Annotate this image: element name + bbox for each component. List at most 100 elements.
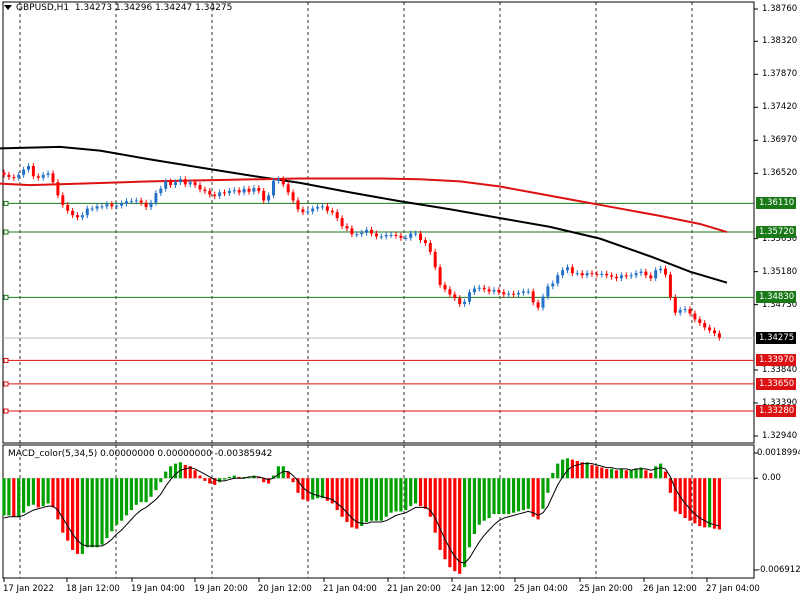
macd-histogram-bar [350, 478, 354, 528]
candle-body [242, 188, 246, 193]
candle-body [296, 200, 300, 210]
candle-body [325, 206, 329, 211]
time-axis-label: 21 Jan 20:00 [387, 584, 441, 594]
candle-body [355, 234, 359, 236]
fast-moving-average-line [0, 177, 728, 233]
macd-histogram-bar [590, 464, 594, 479]
candle-body [27, 166, 30, 170]
main-chart-frame [2, 1, 755, 444]
macd-histogram-bar [659, 463, 663, 479]
candle-body [649, 275, 653, 279]
macd-histogram-bar [673, 478, 677, 512]
macd-histogram-bar [418, 478, 423, 507]
candle-body [95, 206, 99, 209]
macd-histogram-bar [316, 478, 320, 499]
candle-body [443, 284, 447, 290]
macd-histogram-bar [614, 470, 619, 479]
candle-body [174, 182, 177, 186]
candle-body [556, 275, 560, 284]
candle-body [281, 179, 285, 185]
candle-body [17, 174, 21, 178]
time-axis-label: 27 Jan 04:00 [706, 584, 760, 594]
macd-histogram-bar [521, 478, 525, 511]
candle-body [590, 273, 594, 275]
macd-histogram-bar [663, 471, 668, 479]
macd-axis-label: 0.00 [762, 473, 781, 484]
macd-histogram-bar [149, 478, 153, 497]
candle-body [531, 291, 535, 303]
price-axis-label: 1.37870 [762, 69, 798, 80]
macd-axis-label: 0.0018994 [757, 448, 800, 458]
macd-histogram-bar [80, 478, 84, 554]
candle-body [615, 276, 618, 279]
time-axis-label: 19 Jan 20:00 [194, 584, 248, 594]
candle-body [384, 234, 388, 237]
macd-histogram-bar [222, 478, 227, 480]
price-axis-label: 1.33840 [762, 364, 798, 375]
macd-indicator-label: MACD_color(5,34,5) 0.00000000 0.00000000… [8, 449, 273, 459]
candle-body [257, 188, 261, 191]
macd-histogram-bar [120, 478, 124, 521]
macd-histogram-bar [526, 478, 530, 509]
candle-body [423, 240, 427, 244]
level-handle[interactable] [3, 229, 9, 235]
candle-body [512, 293, 516, 295]
macd-histogram-bar [330, 478, 334, 504]
candle-body [218, 192, 222, 197]
price-axis-label: 1.36520 [762, 168, 798, 179]
level-handle[interactable] [3, 200, 9, 206]
time-axis-label: 21 Jan 04:00 [323, 584, 377, 594]
macd-histogram-bar [477, 478, 481, 525]
macd-histogram-bar [448, 478, 452, 568]
level-handle[interactable] [3, 357, 9, 363]
macd-histogram-bar [389, 478, 393, 513]
candle-body [708, 327, 712, 331]
macd-histogram-bar [173, 463, 178, 479]
slow-moving-average-line [0, 145, 728, 284]
candle-body [223, 192, 226, 194]
macd-histogram-bar [66, 478, 70, 541]
macd-histogram-bar [595, 466, 599, 479]
level-handle[interactable] [3, 381, 9, 387]
candle-body [350, 228, 354, 235]
macd-histogram-bar [227, 476, 231, 479]
macd-histogram-bar [610, 468, 614, 479]
macd-histogram-bar [668, 478, 672, 493]
candle-body [134, 200, 138, 202]
symbol-info: GBPUSD,H1 1.34273 1.34296 1.34247 1.3427… [16, 3, 232, 13]
macd-histogram-bar [237, 476, 241, 479]
macd-histogram-bar [188, 466, 192, 479]
candle-body [468, 292, 471, 302]
chart-menu-arrow-icon[interactable] [4, 5, 12, 10]
macd-histogram-bar [423, 478, 427, 509]
level-handle[interactable] [3, 408, 9, 414]
candle-body [80, 215, 84, 218]
level-handle[interactable] [3, 294, 9, 300]
candle-body [110, 204, 114, 207]
price-axis-label: 1.37420 [762, 102, 798, 113]
macd-histogram-bar [409, 478, 413, 507]
candle-body [610, 275, 614, 277]
price-axis-label: 1.35630 [762, 233, 798, 244]
price-axis-label: 1.34730 [762, 299, 798, 310]
macd-histogram-bar [482, 478, 486, 521]
candle-body [698, 319, 702, 324]
macd-histogram-bar [384, 478, 388, 517]
candle-body [438, 267, 442, 285]
candle-body [482, 287, 486, 290]
candle-body [566, 267, 569, 271]
candle-body [419, 233, 422, 241]
macd-histogram-bar [95, 478, 99, 548]
candle-body [414, 233, 418, 235]
macd-histogram-bar [467, 478, 472, 548]
candle-body [644, 271, 648, 276]
macd-histogram-bar [516, 478, 521, 512]
candle-body [703, 323, 707, 328]
macd-histogram-bar [12, 478, 16, 517]
macd-histogram-bar [159, 478, 163, 483]
candle-body [286, 184, 290, 193]
candle-body [619, 275, 623, 279]
candle-body [85, 208, 89, 216]
candle-body [428, 243, 432, 252]
